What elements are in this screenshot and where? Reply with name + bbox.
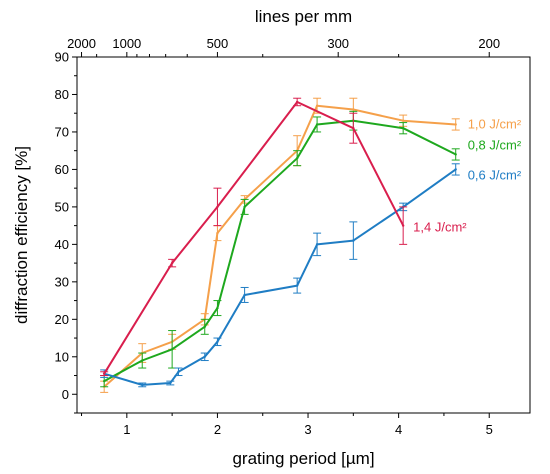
data-point — [243, 205, 246, 209]
data-point — [295, 100, 299, 104]
series-label: 1,4 J/cm² — [413, 220, 467, 235]
data-point — [315, 243, 319, 246]
data-point — [401, 127, 405, 130]
data-point — [216, 205, 219, 209]
top-tick-label: 2000 — [67, 36, 96, 51]
top-tick-label: 1000 — [112, 36, 141, 51]
data-point — [170, 261, 174, 265]
x-tick-label: 4 — [395, 422, 402, 437]
y-tick-label: 80 — [55, 87, 69, 102]
y-tick-label: 70 — [55, 124, 69, 139]
series-line — [103, 119, 457, 382]
data-point — [401, 119, 405, 122]
data-point — [141, 383, 144, 387]
x-tick-label: 1 — [123, 422, 130, 437]
data-point — [295, 284, 299, 287]
data-point — [295, 156, 299, 160]
data-point — [141, 359, 144, 362]
data-point — [243, 293, 246, 297]
series-label: 0,6 J/cm² — [468, 167, 522, 182]
x-tick-label: 2 — [214, 422, 221, 437]
data-point — [216, 306, 219, 310]
series-0: 1,0 J/cm² — [100, 97, 522, 393]
y-tick-label: 90 — [55, 50, 69, 65]
data-point — [216, 340, 219, 343]
y-axis-title: diffraction efficiency [%] — [12, 146, 31, 324]
series-label: 0,8 J/cm² — [468, 137, 522, 152]
data-point — [352, 127, 355, 130]
x-tick-label: 5 — [486, 422, 493, 437]
data-point — [315, 104, 319, 107]
data-point — [102, 372, 106, 375]
series-line — [103, 101, 405, 375]
y-tick-label: 60 — [55, 162, 69, 177]
top-tick-label: 300 — [327, 36, 349, 51]
data-point — [203, 325, 206, 329]
series-group: 1,0 J/cm² 0,8 J/cm² 0,6 J/cm² 1,4 J/cm² — [100, 97, 522, 393]
data-point — [177, 370, 180, 373]
data-point — [216, 231, 219, 235]
data-point — [454, 153, 457, 156]
data-point — [454, 123, 457, 126]
top-tick-label: 200 — [478, 36, 500, 51]
series-line — [103, 104, 456, 388]
y-tick-label: 30 — [55, 274, 69, 289]
x-tick-label: 3 — [304, 422, 311, 437]
plot-frame — [76, 56, 531, 414]
series-1: 0,8 J/cm² — [100, 110, 522, 388]
y-tick-label: 20 — [55, 312, 69, 327]
series-line — [103, 168, 457, 386]
series-2: 0,6 J/cm² — [100, 163, 522, 388]
y-tick-label: 40 — [55, 237, 69, 252]
series-3: 1,4 J/cm² — [100, 97, 467, 377]
data-point — [169, 381, 172, 385]
axes-group: 0 10 20 30 40 50 60 70 80 90 1 2 3 4 5 2000 1000 500 300 20… — [55, 36, 501, 437]
data-point — [102, 379, 106, 383]
y-tick-label: 10 — [55, 349, 69, 364]
x-axis-title: grating period [µm] — [232, 449, 374, 468]
data-point — [352, 239, 355, 242]
y-tick-label: 50 — [55, 199, 69, 214]
top-axis-title: lines per mm — [255, 7, 352, 26]
top-tick-label: 500 — [207, 36, 229, 51]
data-point — [352, 108, 355, 111]
data-point — [454, 168, 457, 171]
data-point — [203, 355, 206, 358]
series-label: 1,0 J/cm² — [468, 116, 522, 131]
data-point — [170, 348, 174, 351]
data-point — [401, 224, 405, 227]
y-tick-label: 0 — [62, 387, 69, 402]
data-point — [315, 123, 319, 126]
